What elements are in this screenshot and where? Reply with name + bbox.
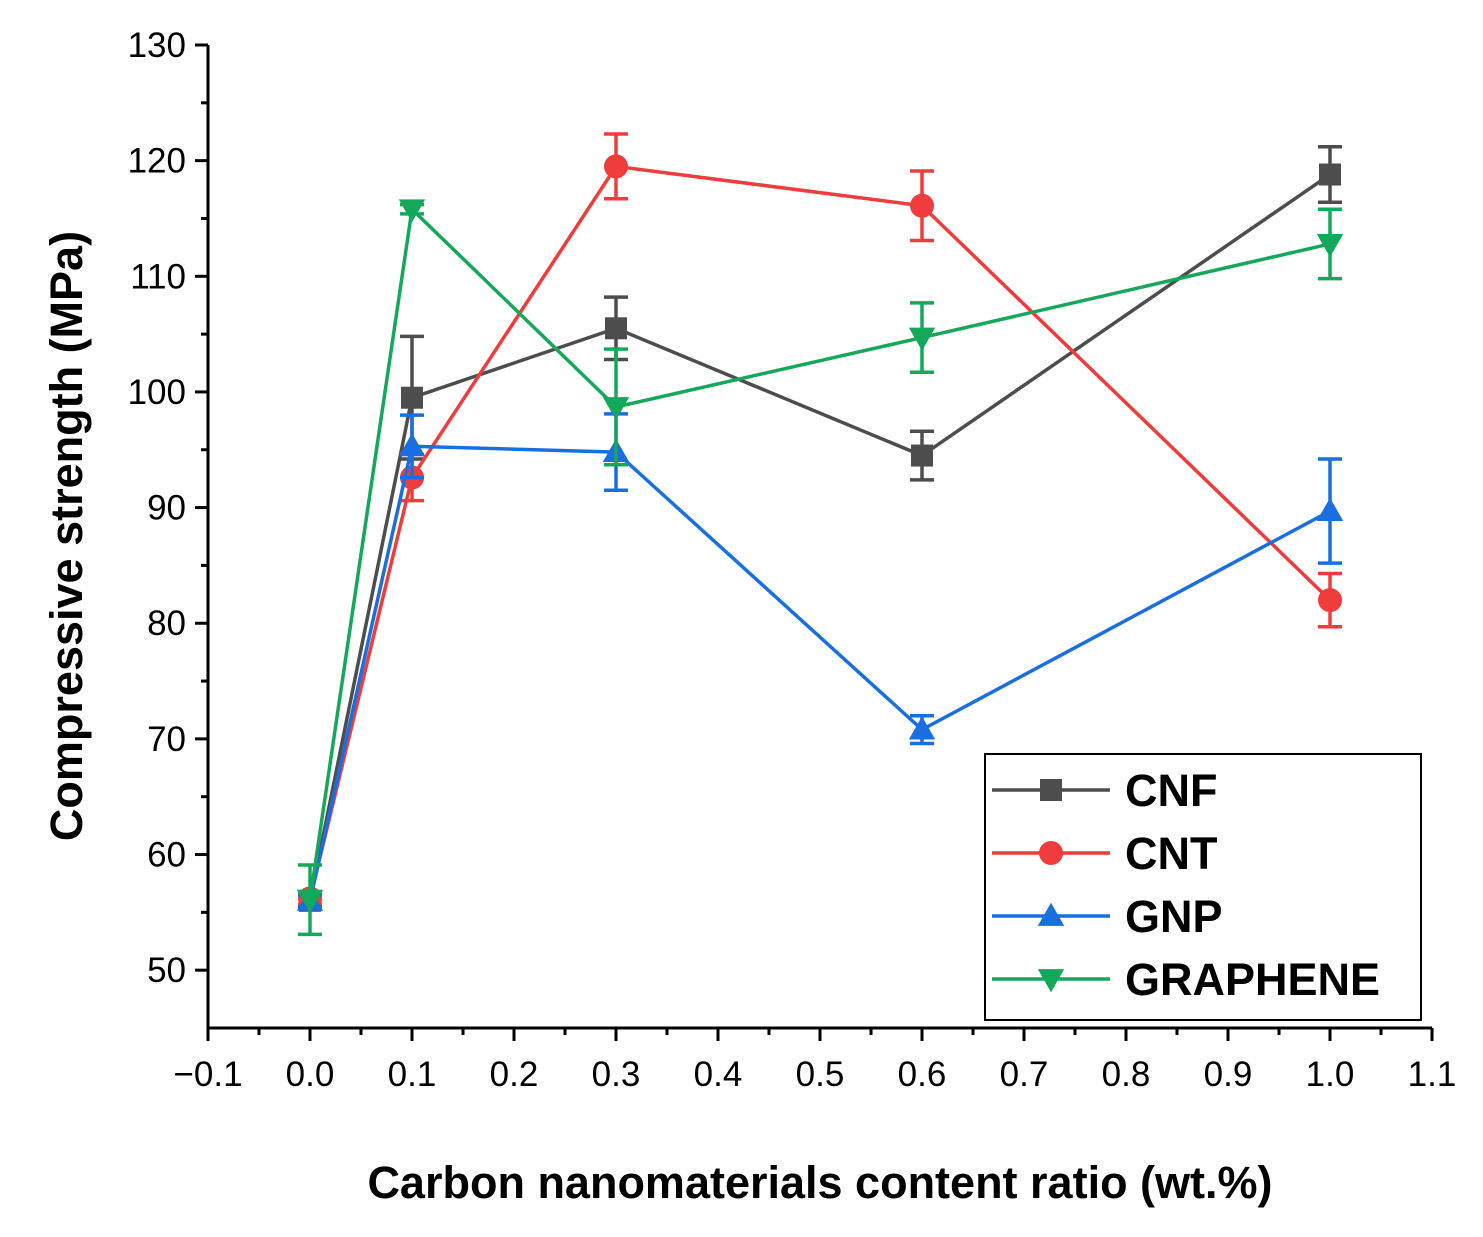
- data-point-cnf: [911, 444, 933, 467]
- legend-label-cnt: CNT: [1125, 828, 1217, 879]
- plot-area: [296, 132, 1344, 937]
- data-point-gnp: [1316, 497, 1344, 521]
- y-tick-label: 60: [147, 836, 186, 875]
- data-point-cnf: [401, 386, 423, 409]
- data-point-cnt: [1318, 588, 1342, 613]
- y-tick-label: 90: [147, 489, 186, 528]
- data-point-gnp: [908, 716, 936, 740]
- x-tick-label: 0.3: [592, 1055, 641, 1094]
- data-point-graphene: [908, 327, 936, 351]
- legend-entry-cnt: CNT: [992, 828, 1217, 879]
- data-point-cnf: [605, 317, 627, 340]
- legend-entry-cnf: CNF: [992, 765, 1217, 816]
- x-tick-label: 1.0: [1306, 1055, 1355, 1094]
- legend-marker-gnp: [1037, 902, 1065, 926]
- data-point-graphene: [602, 397, 630, 421]
- x-ticks: −0.1 0.0 0.1 0.2 0.3 0.4 0.5 0.6 0.7 0.8 0.9 1.0 1.1: [173, 1028, 1456, 1094]
- legend-marker-cnf: [1040, 779, 1062, 801]
- y-tick-label: 130: [128, 26, 186, 65]
- data-point-cnt: [910, 193, 934, 218]
- legend-entry-graphene: GRAPHENE: [992, 954, 1380, 1005]
- y-axis-title: Compressive strength (MPa): [41, 231, 92, 841]
- y-tick-label: 120: [128, 142, 186, 181]
- x-tick-label: 0.6: [898, 1055, 947, 1094]
- x-tick-label: 1.1: [1408, 1055, 1457, 1094]
- legend-entry-gnp: GNP: [992, 891, 1223, 942]
- y-ticks: 50 60 70 80 90 100 110 120 130: [128, 26, 208, 990]
- y-tick-label: 50: [147, 951, 186, 990]
- legend-marker-cnt: [1039, 841, 1063, 865]
- x-tick-label: 0.2: [490, 1055, 539, 1094]
- x-tick-label: 0.9: [1204, 1055, 1253, 1094]
- data-point-cnt: [604, 154, 628, 179]
- legend: CNF CNT GNP GRAPHENE: [984, 753, 1422, 1021]
- x-tick-label: 0.4: [694, 1055, 743, 1094]
- legend-label-gnp: GNP: [1125, 891, 1223, 942]
- y-tick-label: 100: [128, 373, 186, 412]
- x-tick-label: 0.0: [286, 1055, 335, 1094]
- data-point-graphene: [296, 889, 324, 913]
- x-tick-label: 0.5: [796, 1055, 845, 1094]
- legend-marker-graphene: [1037, 969, 1065, 993]
- y-tick-label: 70: [147, 720, 186, 759]
- y-tick-label: 110: [130, 257, 186, 296]
- data-point-graphene: [398, 199, 426, 223]
- data-point-gnp: [398, 433, 426, 457]
- data-point-graphene: [1316, 234, 1344, 258]
- data-point-cnf: [1319, 163, 1341, 186]
- x-tick-label: −0.1: [173, 1055, 242, 1094]
- x-tick-label: 0.7: [1000, 1055, 1049, 1094]
- series-graphene: [296, 199, 1344, 937]
- legend-label-cnf: CNF: [1125, 765, 1217, 816]
- y-tick-label: 80: [147, 604, 186, 643]
- axes: 50 60 70 80 90 100 110 120 130 −0.1 0.0 0.1 0.2 0.3 0…: [128, 26, 1457, 1094]
- x-axis-title: Carbon nanomaterials content ratio (wt.%…: [367, 1157, 1272, 1208]
- legend-label-graphene: GRAPHENE: [1125, 954, 1380, 1005]
- x-tick-label: 0.8: [1102, 1055, 1151, 1094]
- x-tick-label: 0.1: [388, 1055, 437, 1094]
